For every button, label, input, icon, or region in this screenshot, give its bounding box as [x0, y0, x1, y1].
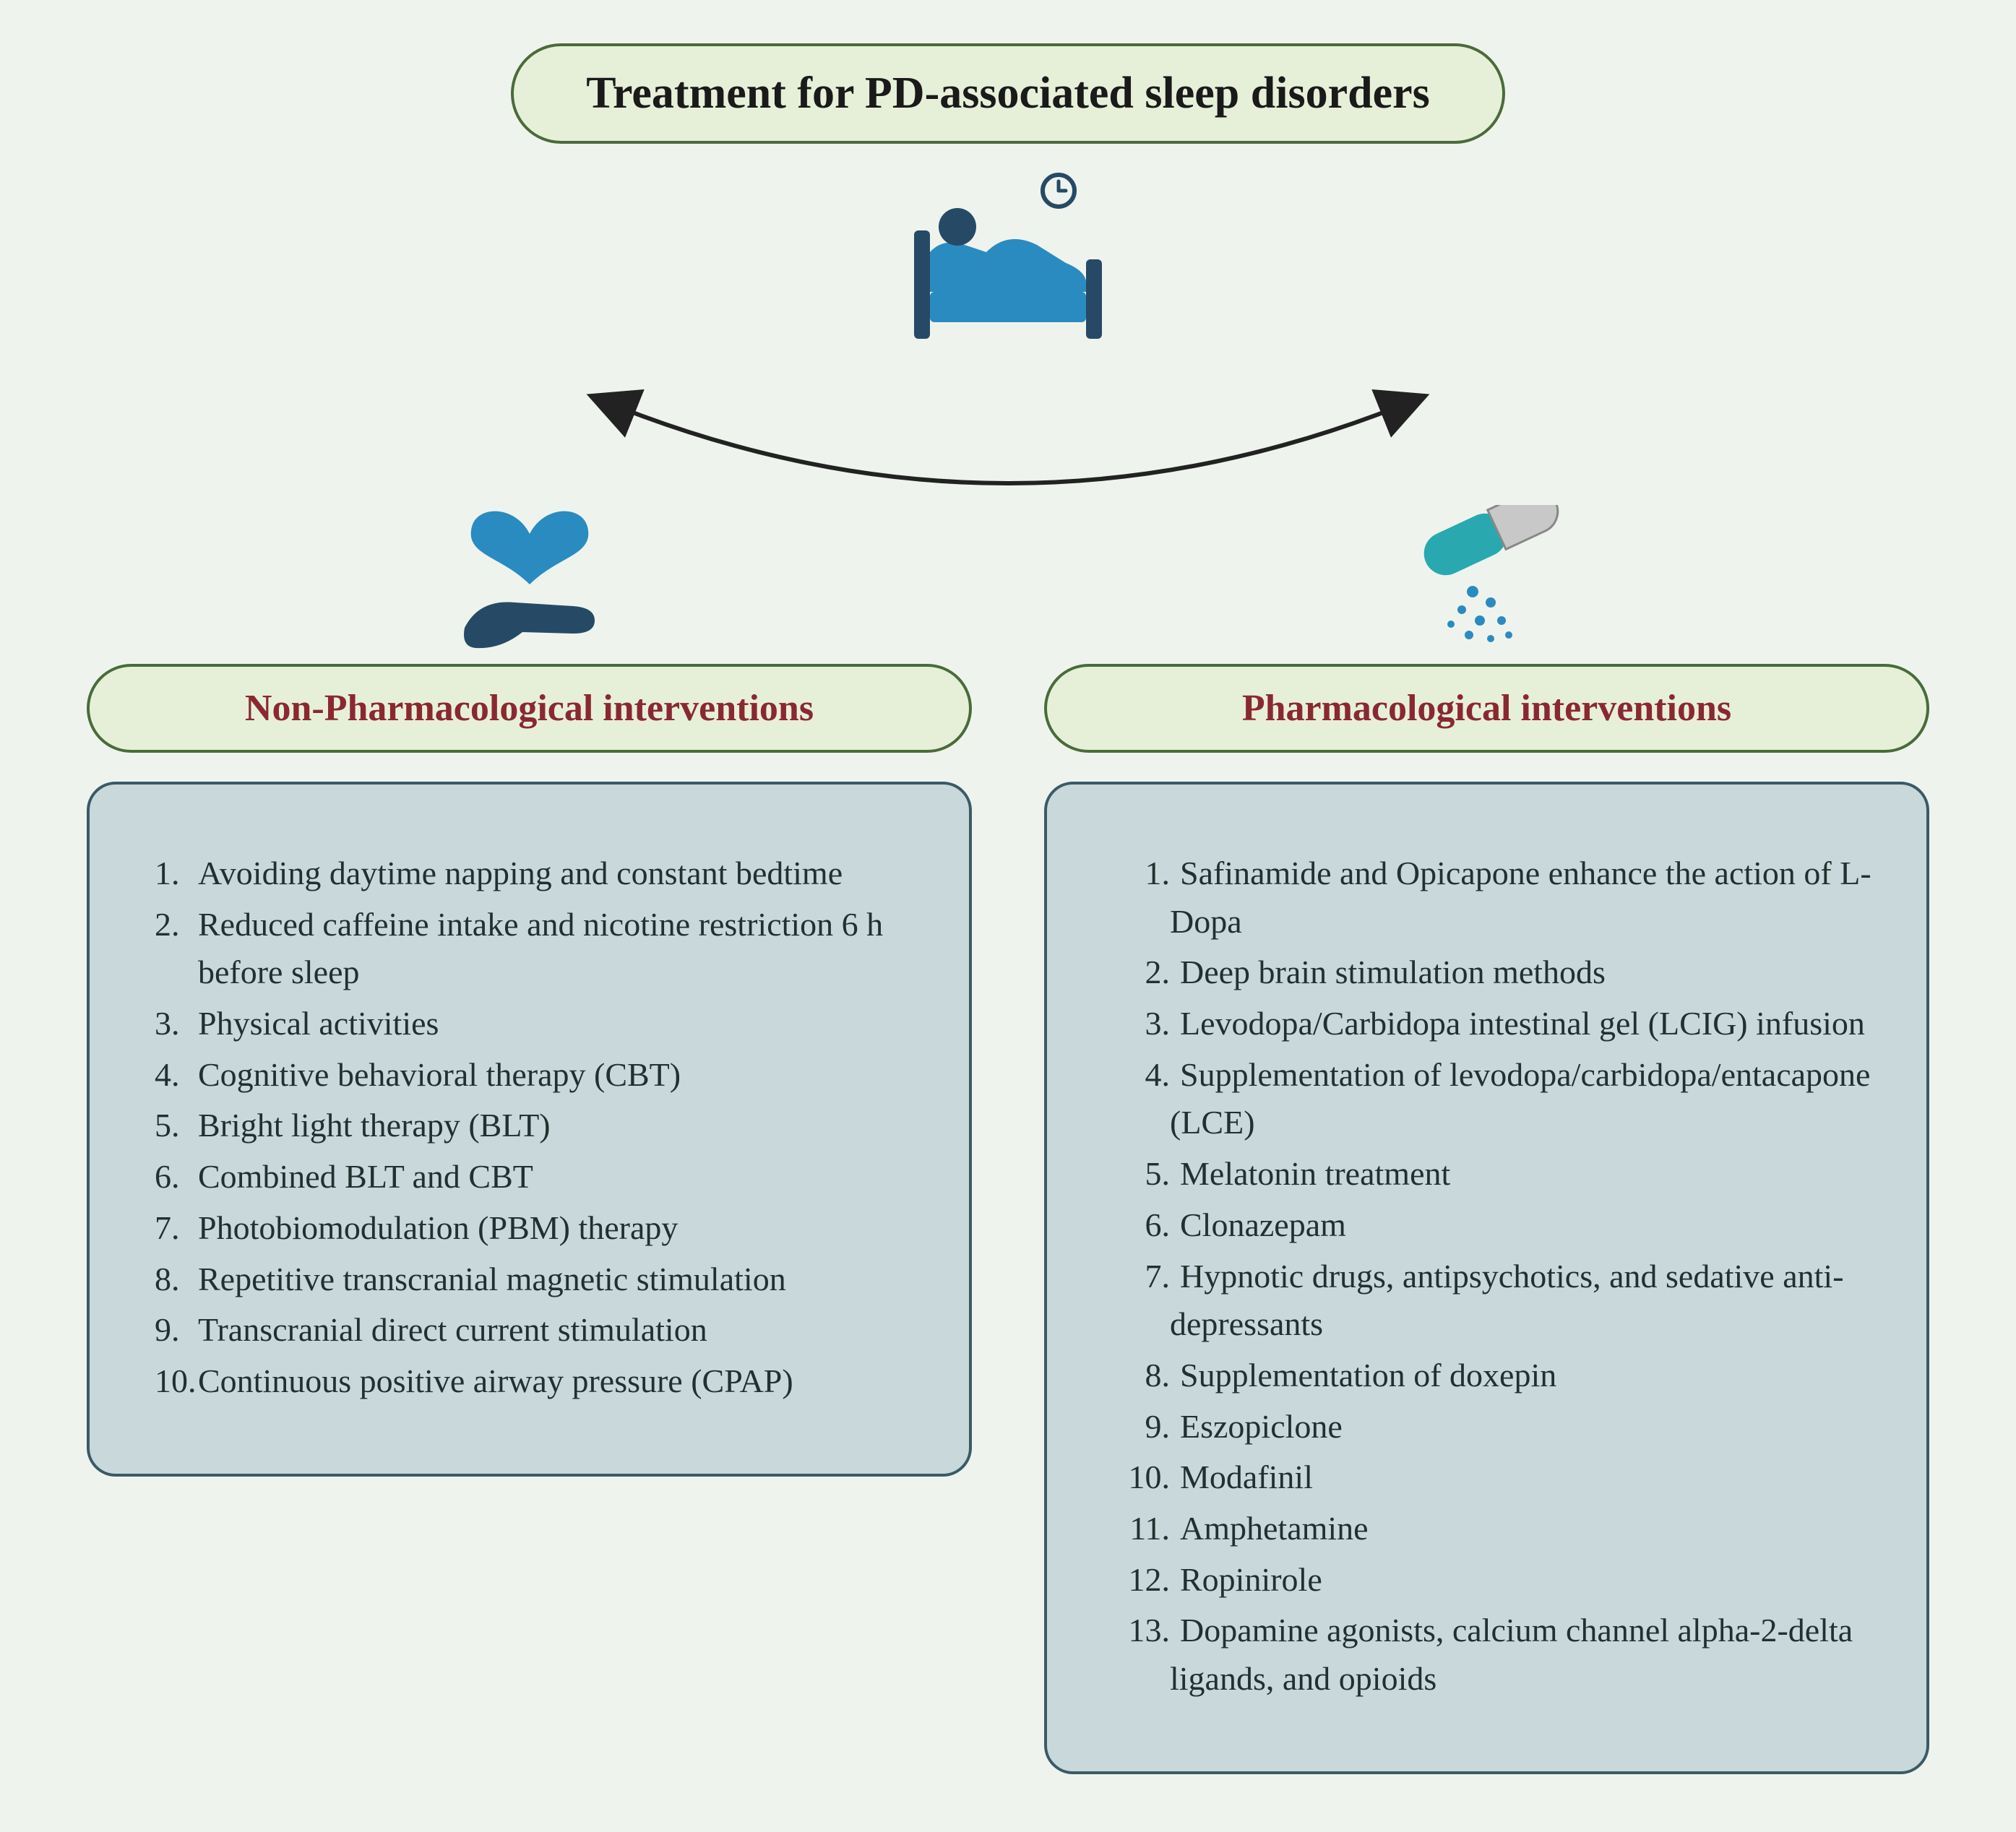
list-item: Supplementation of doxepin	[1112, 1352, 1876, 1400]
list-item: Hypnotic drugs, antipsychotics, and seda…	[1112, 1253, 1876, 1349]
list-item: Transcranial direct current stimulation	[155, 1306, 918, 1354]
list-item: Photobiomodulation (PBM) therapy	[155, 1204, 918, 1253]
main-title-container: Treatment for PD-associated sleep disord…	[87, 43, 1929, 144]
right-list: Safinamide and Opicapone enhance the act…	[1112, 850, 1876, 1703]
list-item: Physical activities	[155, 1000, 918, 1048]
list-item: Dopamine agonists, calcium channel alpha…	[1112, 1607, 1876, 1703]
columns-wrap: Non-Pharmacological interventions Avoidi…	[87, 505, 1929, 1774]
list-item: Safinamide and Opicapone enhance the act…	[1112, 850, 1876, 946]
list-item: Melatonin treatment	[1112, 1150, 1876, 1198]
list-item: Ropinirole	[1112, 1556, 1876, 1604]
list-item: Supplementation of levodopa/carbidopa/en…	[1112, 1051, 1876, 1147]
list-item: Avoiding daytime napping and constant be…	[155, 850, 918, 898]
page-title: Treatment for PD-associated sleep disord…	[511, 43, 1504, 144]
left-list-box: Avoiding daytime napping and constant be…	[87, 782, 972, 1477]
list-item: Combined BLT and CBT	[155, 1153, 918, 1201]
right-list-box: Safinamide and Opicapone enhance the act…	[1044, 782, 1929, 1774]
list-item: Modafinil	[1112, 1453, 1876, 1502]
left-subheader: Non-Pharmacological interventions	[87, 664, 972, 753]
list-item: Bright light therapy (BLT)	[155, 1102, 918, 1150]
branch-arrow	[87, 360, 1929, 519]
list-item: Cognitive behavioral therapy (CBT)	[155, 1051, 918, 1099]
list-item: Reduced caffeine intake and nicotine res…	[155, 901, 918, 997]
heart-in-hand-icon	[436, 505, 624, 649]
right-subheader: Pharmacological interventions	[1044, 664, 1929, 753]
left-column: Non-Pharmacological interventions Avoidi…	[87, 505, 972, 1477]
list-item: Amphetamine	[1112, 1505, 1876, 1553]
list-item: Deep brain stimulation methods	[1112, 949, 1876, 997]
list-item: Repetitive transcranial magnetic stimula…	[155, 1256, 918, 1304]
list-item: Eszopiclone	[1112, 1403, 1876, 1451]
list-item: Clonazepam	[1112, 1201, 1876, 1250]
bed-sleep-clock-icon	[900, 165, 1116, 357]
list-item: Levodopa/Carbidopa intestinal gel (LCIG)…	[1112, 1000, 1876, 1048]
list-item: Continuous positive airway pressure (CPA…	[155, 1357, 918, 1406]
left-list: Avoiding daytime napping and constant be…	[155, 850, 918, 1406]
capsule-pill-icon	[1393, 505, 1581, 649]
center-icon-wrap	[87, 165, 1929, 357]
right-column: Pharmacological interventions Safinamide…	[1044, 505, 1929, 1774]
